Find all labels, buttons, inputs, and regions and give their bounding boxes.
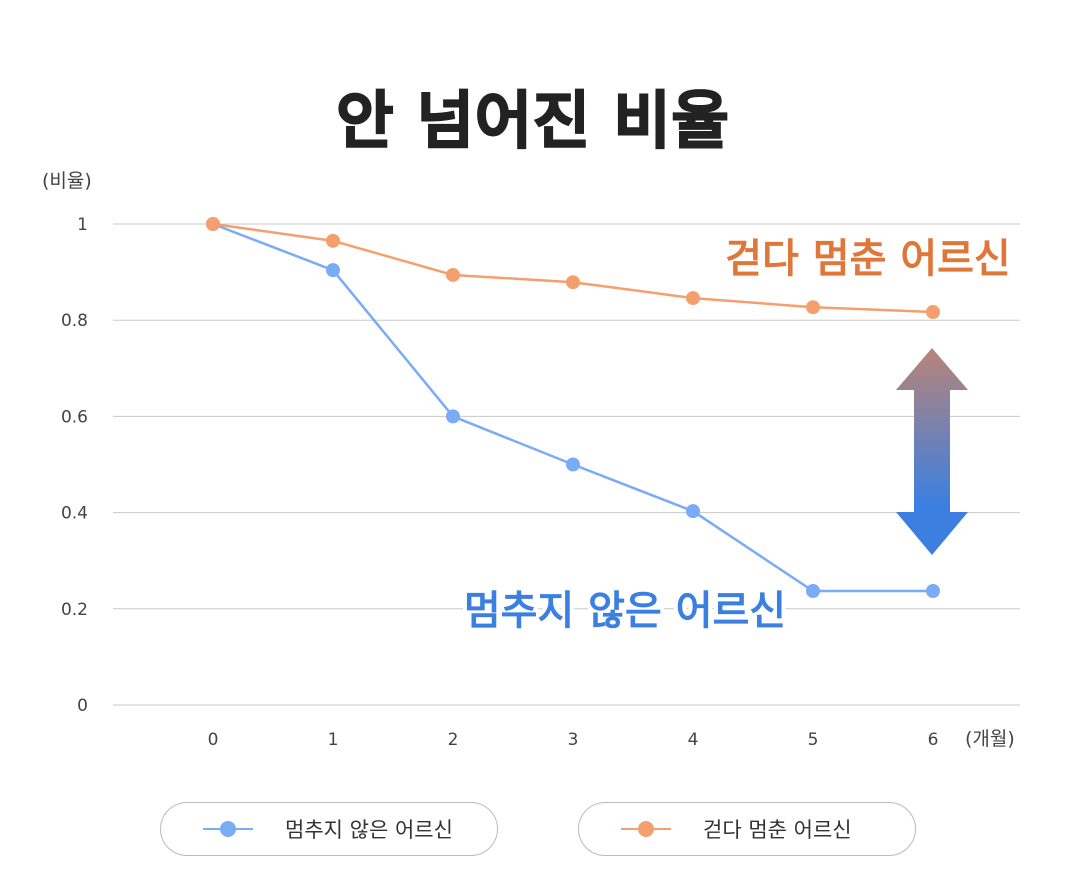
legend-swatch-orange [621, 821, 671, 837]
annotation-walk-stopped: 걷다 멈춘 어르신 [725, 236, 1010, 282]
x-tick-label: 5 [808, 730, 819, 750]
data-point [686, 291, 700, 306]
data-point [446, 409, 460, 424]
data-point [686, 504, 700, 519]
data-point [566, 275, 580, 290]
legend-item-not-stopped: 멈추지 않은 어르신 [160, 802, 498, 856]
x-tick-label: 6 [928, 730, 939, 750]
chart-title: 안 넘어진 비율 [335, 83, 730, 158]
y-axis-label: (비율) [42, 170, 92, 192]
y-tick-label: 0 [77, 696, 88, 716]
x-axis-label: (개월) [965, 728, 1015, 750]
data-point [326, 233, 340, 248]
data-point [926, 305, 940, 320]
legend-item-walk-stopped: 걷다 멈춘 어르신 [578, 802, 916, 856]
y-tick-label: 0.2 [61, 600, 88, 620]
data-point [326, 263, 340, 278]
data-point [806, 584, 820, 599]
legend-label: 멈추지 않은 어르신 [285, 818, 453, 842]
x-tick-label: 1 [328, 730, 339, 750]
data-point [806, 300, 820, 315]
data-point [926, 584, 940, 599]
x-tick-label: 2 [448, 730, 459, 750]
data-point [206, 217, 220, 231]
x-tick-label: 4 [688, 730, 699, 750]
y-tick-label: 0.8 [61, 311, 88, 331]
x-tick-label: 3 [568, 730, 579, 750]
y-tick-label: 0.4 [61, 504, 88, 524]
legend-swatch-blue [203, 821, 253, 837]
legend-label: 걷다 멈춘 어르신 [703, 818, 852, 842]
data-point [566, 457, 580, 472]
gap-arrow-icon [896, 348, 968, 555]
y-tick-label: 1 [77, 215, 88, 235]
x-tick-label: 0 [208, 730, 219, 750]
y-tick-label: 0.6 [61, 407, 88, 427]
annotation-not-stopped: 멈추지 않은 어르신 [464, 588, 786, 634]
data-point [446, 267, 460, 282]
